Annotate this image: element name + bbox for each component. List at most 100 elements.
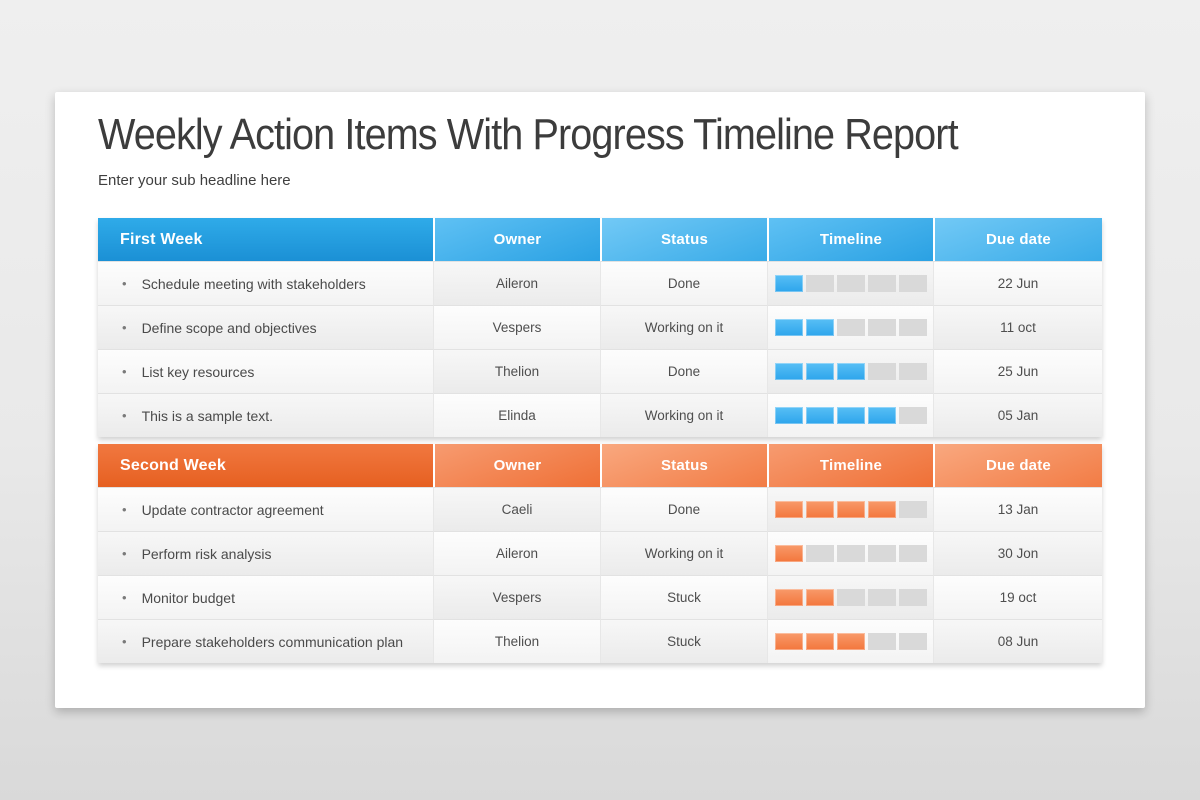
due-date-cell: 22 Jun (933, 261, 1102, 305)
table-row: • Monitor budget Vespers Stuck 19 oct (98, 575, 1102, 619)
table-body: • Update contractor agreement Caeli Done… (98, 487, 1102, 663)
progress-bar (774, 363, 927, 380)
bullet-icon: • (122, 502, 127, 517)
table-header-row: First Week Owner Status Timeline Due dat… (98, 218, 1102, 261)
progress-segment-empty (867, 363, 896, 380)
bullet-icon: • (122, 546, 127, 561)
progress-segment-empty (805, 275, 834, 292)
progress-segment-filled (836, 633, 865, 650)
progress-segment-empty (898, 545, 927, 562)
owner-cell: Vespers (433, 575, 600, 619)
status-cell: Working on it (600, 393, 767, 437)
owner-cell: Caeli (433, 487, 600, 531)
task-label: Monitor budget (141, 589, 235, 606)
progress-segment-empty (836, 545, 865, 562)
col-header-status: Status (600, 218, 767, 261)
week-title: Second Week (98, 444, 433, 487)
due-date-cell: 19 oct (933, 575, 1102, 619)
owner-cell: Aileron (433, 261, 600, 305)
task-cell: • Schedule meeting with stakeholders (98, 261, 433, 305)
table-row: • Prepare stakeholders communication pla… (98, 619, 1102, 663)
col-header-due-date: Due date (933, 444, 1102, 487)
progress-segment-filled (836, 501, 865, 518)
progress-segment-filled (774, 501, 803, 518)
progress-segment-empty (898, 407, 927, 424)
bullet-icon: • (122, 320, 127, 335)
progress-segment-filled (805, 407, 834, 424)
col-header-due-date: Due date (933, 218, 1102, 261)
due-date-cell: 05 Jan (933, 393, 1102, 437)
progress-bar (774, 319, 927, 336)
task-cell: • Monitor budget (98, 575, 433, 619)
table-row: • This is a sample text. Elinda Working … (98, 393, 1102, 437)
status-cell: Stuck (600, 575, 767, 619)
progress-segment-empty (805, 545, 834, 562)
bullet-icon: • (122, 408, 127, 423)
bullet-icon: • (122, 590, 127, 605)
progress-segment-empty (836, 275, 865, 292)
week-table: First Week Owner Status Timeline Due dat… (98, 218, 1102, 437)
task-label: List key resources (141, 363, 255, 380)
status-cell: Stuck (600, 619, 767, 663)
slide-card: Weekly Action Items With Progress Timeli… (55, 92, 1145, 708)
progress-segment-filled (867, 407, 896, 424)
bullet-icon: • (122, 364, 127, 379)
due-date-cell: 30 Jon (933, 531, 1102, 575)
col-header-owner: Owner (433, 444, 600, 487)
status-cell: Done (600, 261, 767, 305)
table-row: • Schedule meeting with stakeholders Ail… (98, 261, 1102, 305)
col-header-status: Status (600, 444, 767, 487)
progress-segment-filled (805, 319, 834, 336)
owner-cell: Thelion (433, 349, 600, 393)
timeline-cell (767, 575, 933, 619)
owner-cell: Elinda (433, 393, 600, 437)
task-label: This is a sample text. (141, 407, 274, 424)
week-title: First Week (98, 218, 433, 261)
progress-bar (774, 633, 927, 650)
progress-segment-filled (836, 407, 865, 424)
task-cell: • Define scope and objectives (98, 305, 433, 349)
timeline-cell (767, 531, 933, 575)
status-cell: Working on it (600, 305, 767, 349)
table-row: • Perform risk analysis Aileron Working … (98, 531, 1102, 575)
task-cell: • Update contractor agreement (98, 487, 433, 531)
progress-segment-filled (805, 589, 834, 606)
progress-segment-filled (805, 633, 834, 650)
task-label: Prepare stakeholders communication plan (141, 633, 404, 650)
col-header-timeline: Timeline (767, 444, 933, 487)
due-date-cell: 08 Jun (933, 619, 1102, 663)
page-title: Weekly Action Items With Progress Timeli… (98, 110, 959, 159)
task-label: Update contractor agreement (141, 501, 324, 518)
page-subtitle: Enter your sub headline here (98, 172, 291, 189)
progress-segment-empty (898, 275, 927, 292)
task-label: Schedule meeting with stakeholders (141, 275, 366, 292)
progress-bar (774, 275, 927, 292)
owner-cell: Aileron (433, 531, 600, 575)
timeline-cell (767, 349, 933, 393)
weeks-container: First Week Owner Status Timeline Due dat… (98, 218, 1102, 670)
progress-segment-empty (867, 319, 896, 336)
progress-segment-empty (867, 589, 896, 606)
task-cell: • This is a sample text. (98, 393, 433, 437)
task-label: Define scope and objectives (141, 319, 317, 336)
progress-segment-empty (836, 319, 865, 336)
timeline-cell (767, 305, 933, 349)
progress-segment-empty (898, 363, 927, 380)
bullet-icon: • (122, 634, 127, 649)
due-date-cell: 13 Jan (933, 487, 1102, 531)
status-cell: Working on it (600, 531, 767, 575)
progress-segment-filled (774, 407, 803, 424)
progress-segment-empty (898, 319, 927, 336)
progress-segment-filled (774, 275, 803, 292)
table-row: • List key resources Thelion Done 25 Jun (98, 349, 1102, 393)
progress-segment-filled (867, 501, 896, 518)
timeline-cell (767, 393, 933, 437)
progress-segment-empty (898, 501, 927, 518)
progress-bar (774, 589, 927, 606)
progress-bar (774, 545, 927, 562)
progress-segment-filled (774, 363, 803, 380)
col-header-timeline: Timeline (767, 218, 933, 261)
week-table: Second Week Owner Status Timeline Due da… (98, 444, 1102, 663)
status-cell: Done (600, 349, 767, 393)
timeline-cell (767, 619, 933, 663)
